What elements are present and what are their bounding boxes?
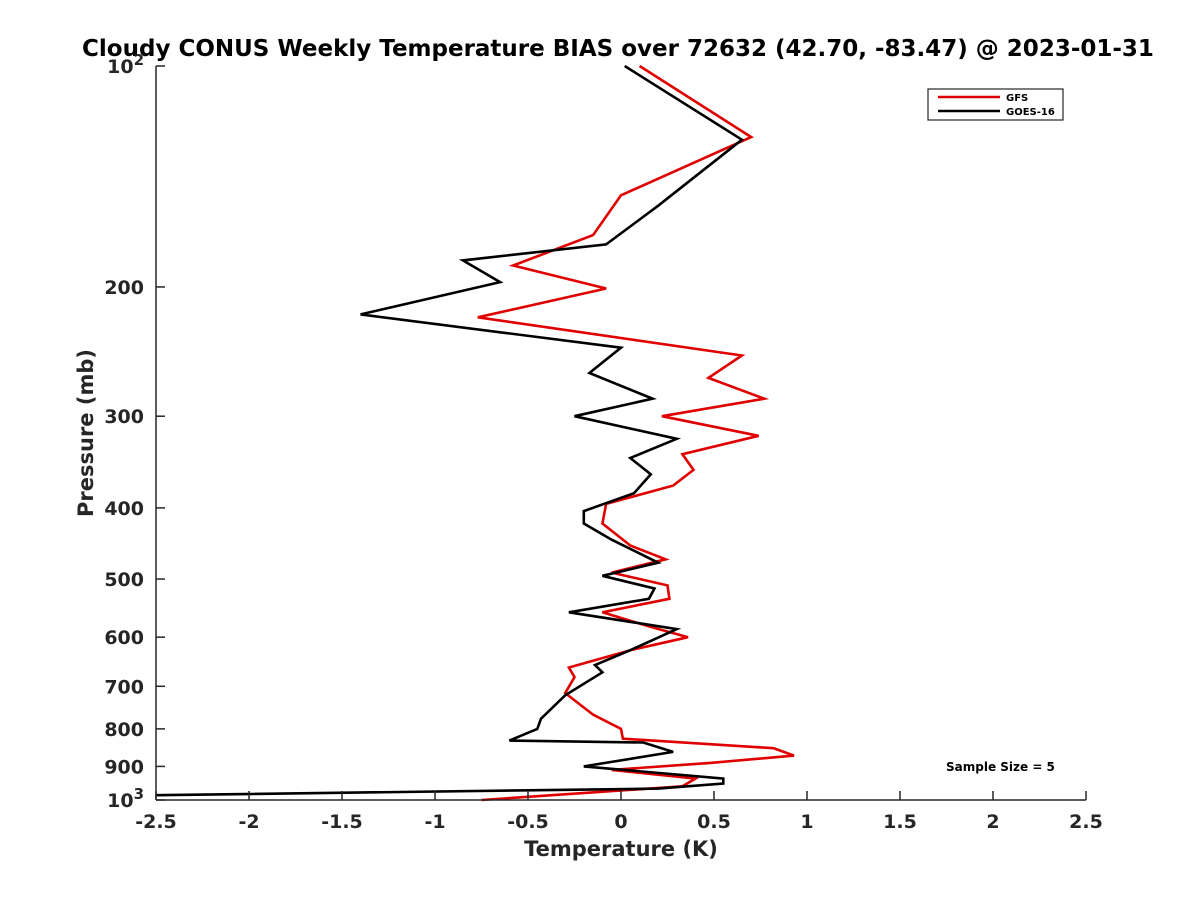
y-tick-label: 200 (104, 277, 144, 299)
y-tick-label: 600 (104, 627, 144, 649)
x-tick-label: -2.5 (135, 811, 177, 833)
x-axis-label: Temperature (K) (524, 837, 718, 861)
legend-label-gfs: GFS (1006, 93, 1028, 104)
x-tick-label: -2 (238, 811, 259, 833)
y-tick-label: 500 (104, 569, 144, 591)
x-tick-label: 0 (614, 811, 627, 833)
x-tick-label: -1 (424, 811, 445, 833)
x-tick-label: 1 (800, 811, 813, 833)
y-tick-label: 103 (107, 785, 144, 812)
x-tick-label: -1.5 (321, 811, 363, 833)
legend-box (927, 88, 1064, 121)
x-tick-label: 1.5 (883, 811, 917, 833)
plot-lines (155, 64, 795, 802)
y-tick-label: 300 (104, 406, 144, 428)
series-line-goes16 (155, 64, 745, 797)
x-axis-ticks: -2.5 -2 -1.5 -1 -0.5 0 0.5 1 1.5 2 2.5 (135, 791, 1103, 833)
series-line-gfs (477, 64, 795, 802)
legend-label-goes16: GOES-16 (1006, 107, 1055, 118)
x-tick-label: 2.5 (1069, 811, 1103, 833)
y-tick-label: 800 (104, 719, 144, 741)
x-tick-label: -0.5 (507, 811, 549, 833)
x-tick-label: 0.5 (697, 811, 731, 833)
y-tick-label: 102 (107, 51, 144, 78)
x-tick-label: 2 (986, 811, 999, 833)
y-tick-label: 400 (104, 498, 144, 520)
axes (155, 66, 1086, 801)
legend: GFS GOES-16 (927, 88, 1064, 121)
y-tick-label: 900 (104, 756, 144, 778)
sample-size-annotation: Sample Size = 5 (946, 760, 1055, 774)
chart-title: Cloudy CONUS Weekly Temperature BIAS ove… (82, 36, 1154, 62)
y-tick-label: 700 (104, 676, 144, 698)
y-axis-label: Pressure (mb) (74, 349, 98, 517)
y-axis-ticks: 102 200 300 400 500 600 700 800 900 103 (104, 51, 165, 812)
